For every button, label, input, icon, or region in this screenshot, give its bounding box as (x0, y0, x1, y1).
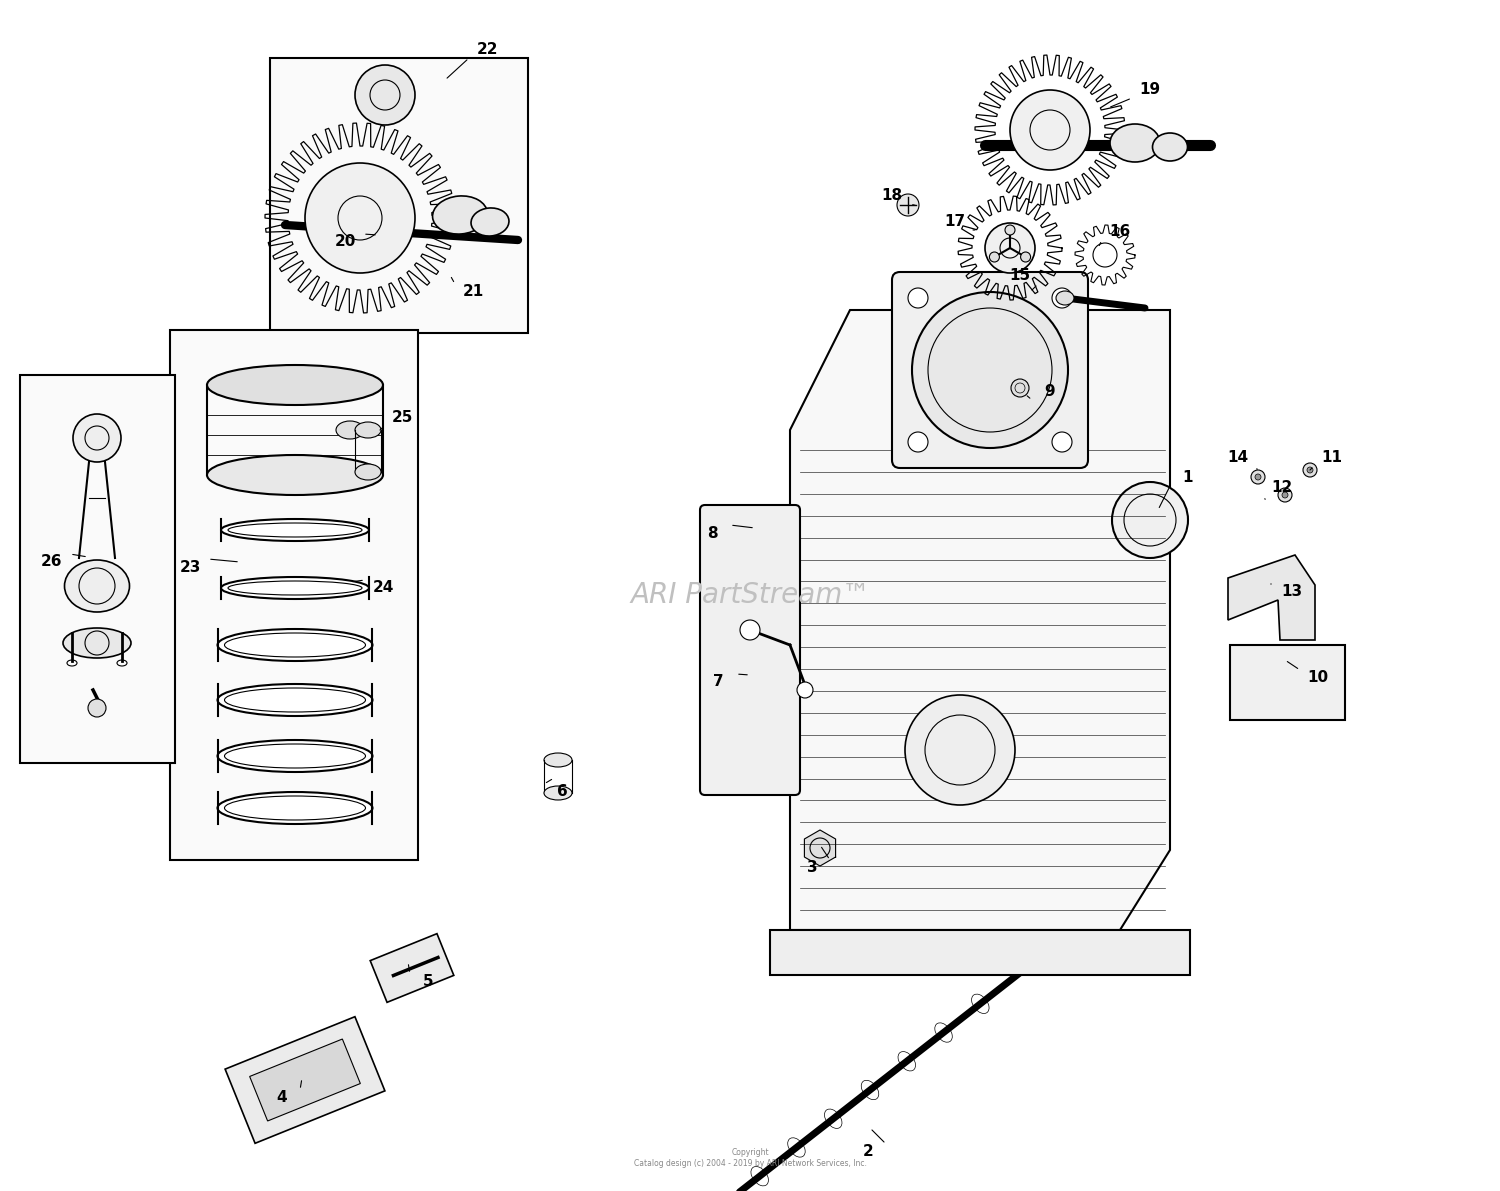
Text: 21: 21 (462, 285, 483, 299)
Circle shape (990, 252, 999, 262)
Text: 1: 1 (1182, 470, 1194, 486)
Ellipse shape (1110, 124, 1160, 162)
Ellipse shape (64, 560, 129, 612)
Ellipse shape (207, 455, 382, 495)
FancyBboxPatch shape (700, 505, 800, 796)
Circle shape (1306, 467, 1312, 473)
Circle shape (1052, 432, 1072, 453)
Polygon shape (249, 1039, 360, 1121)
Circle shape (1005, 225, 1016, 235)
Polygon shape (1228, 555, 1316, 640)
Text: 17: 17 (945, 214, 966, 230)
FancyBboxPatch shape (892, 272, 1088, 468)
Polygon shape (770, 930, 1190, 975)
Circle shape (908, 288, 928, 308)
Text: 14: 14 (1227, 450, 1248, 466)
Circle shape (1112, 482, 1188, 559)
Circle shape (74, 414, 122, 462)
Circle shape (986, 223, 1035, 273)
Ellipse shape (207, 364, 382, 405)
Bar (170, 330, 419, 860)
Bar (1230, 646, 1346, 721)
Ellipse shape (336, 420, 364, 439)
Text: 7: 7 (712, 674, 723, 690)
Text: 10: 10 (1308, 671, 1329, 686)
Ellipse shape (63, 628, 130, 657)
Circle shape (740, 621, 760, 640)
Circle shape (1282, 492, 1288, 498)
Text: 6: 6 (556, 785, 567, 799)
Circle shape (356, 66, 416, 125)
Ellipse shape (544, 753, 572, 767)
Circle shape (904, 696, 1016, 805)
Text: ARI PartStream™: ARI PartStream™ (630, 581, 870, 609)
Bar (270, 58, 528, 333)
Circle shape (1052, 288, 1072, 308)
Ellipse shape (220, 519, 369, 541)
Circle shape (897, 194, 920, 216)
Polygon shape (225, 1017, 386, 1143)
Circle shape (1011, 379, 1029, 397)
Polygon shape (370, 934, 454, 1003)
Ellipse shape (1152, 133, 1188, 161)
Circle shape (1020, 252, 1031, 262)
Text: 8: 8 (706, 525, 717, 541)
Ellipse shape (471, 208, 509, 236)
Ellipse shape (544, 786, 572, 800)
Text: 25: 25 (392, 411, 412, 425)
Circle shape (1094, 243, 1118, 267)
Text: 2: 2 (862, 1145, 873, 1160)
Text: 18: 18 (882, 188, 903, 204)
Text: 19: 19 (1140, 82, 1161, 98)
Circle shape (1304, 463, 1317, 478)
Text: 4: 4 (276, 1091, 288, 1105)
Text: 3: 3 (807, 861, 818, 875)
Text: Copyright
Catalog design (c) 2004 - 2019 by ARI Network Services, Inc.: Copyright Catalog design (c) 2004 - 2019… (633, 1148, 867, 1167)
Ellipse shape (432, 197, 488, 235)
Circle shape (1010, 91, 1090, 170)
Circle shape (1256, 474, 1262, 480)
Circle shape (1251, 470, 1264, 484)
Ellipse shape (356, 464, 381, 480)
Ellipse shape (220, 576, 369, 599)
Text: 20: 20 (334, 235, 356, 249)
Polygon shape (790, 310, 1170, 930)
Text: 24: 24 (372, 580, 393, 596)
Text: 13: 13 (1281, 585, 1302, 599)
Text: 26: 26 (42, 555, 63, 569)
Circle shape (88, 699, 106, 717)
Circle shape (796, 682, 813, 698)
Text: 5: 5 (423, 974, 433, 990)
Circle shape (908, 432, 928, 453)
Text: 15: 15 (1010, 268, 1031, 283)
Circle shape (912, 292, 1068, 448)
Circle shape (1278, 488, 1292, 501)
Text: 16: 16 (1110, 224, 1131, 239)
Text: 11: 11 (1322, 450, 1342, 466)
Text: 22: 22 (477, 43, 498, 57)
Polygon shape (804, 830, 836, 866)
Ellipse shape (217, 740, 372, 772)
Text: 23: 23 (180, 560, 201, 574)
Bar (20, 375, 176, 763)
Ellipse shape (1056, 291, 1074, 305)
Text: 12: 12 (1272, 480, 1293, 495)
Ellipse shape (356, 422, 381, 438)
Ellipse shape (217, 792, 372, 824)
Circle shape (304, 163, 416, 273)
Ellipse shape (217, 684, 372, 716)
Ellipse shape (217, 629, 372, 661)
Text: 9: 9 (1044, 385, 1056, 399)
